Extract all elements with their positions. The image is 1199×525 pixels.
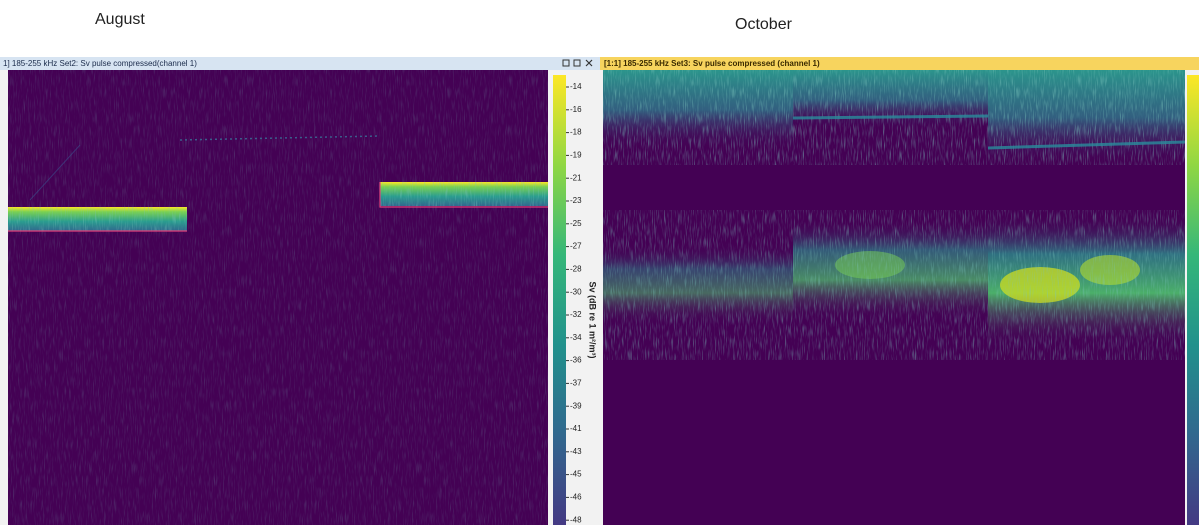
tick-label: -41 [570,424,582,433]
colorbar-label: Sv (dB re 1 m²/m³) [588,281,598,358]
tick-label: -48 [570,515,582,524]
scattering-texture [603,210,1185,360]
tick-label: -39 [570,401,582,410]
panel-label: August [95,11,145,28]
tick-label: -46 [570,493,582,502]
tick-label: -27 [570,242,582,251]
window-title: [1:1] 185-255 kHz Set3: Sv pulse compres… [604,59,820,68]
tick-label: -32 [570,310,582,319]
tick-label: -30 [570,287,582,296]
tick-label: -36 [570,356,582,365]
panel-label: October [735,16,793,33]
colorbar [553,75,566,525]
tick-label: -43 [570,447,582,456]
tick-label: -19 [570,151,582,160]
tick-label: -37 [570,379,582,388]
window-title: 1] 185-255 kHz Set2: Sv pulse compressed… [3,59,197,68]
bottom-echo-texture [380,182,548,206]
tick-label: -21 [570,173,582,182]
scattering-line [793,116,988,118]
screenshot: August October 1] 185-255 kHz Set2: Sv p… [0,0,1199,525]
tick-label: -45 [570,470,582,479]
echogram-noise [8,70,548,525]
tick-label: -28 [570,265,582,274]
tick-label: -23 [570,196,582,205]
tick-label: -18 [570,128,582,137]
tick-label: -16 [570,105,582,114]
tick-label: -14 [570,82,582,91]
bottom-echo-texture [8,207,187,231]
tick-label: -25 [570,219,582,228]
colorbar [1187,75,1199,525]
tick-label: -34 [570,333,582,342]
